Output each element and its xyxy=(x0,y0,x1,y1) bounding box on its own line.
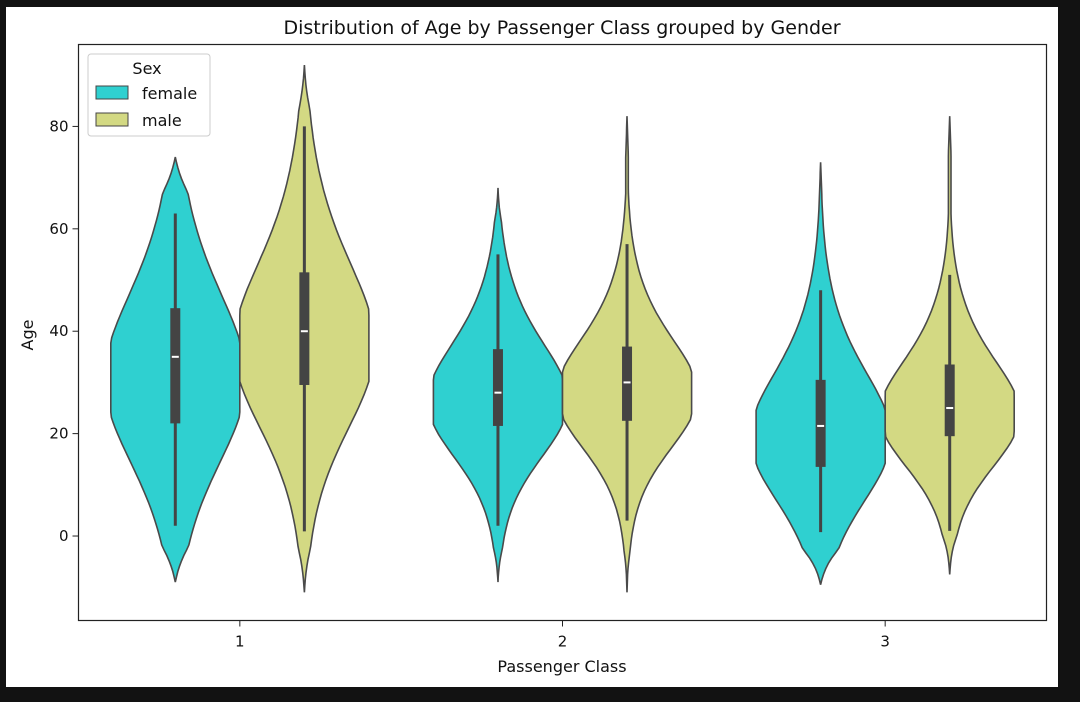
iqr-box-male-class-3 xyxy=(944,364,955,437)
chart-title: Distribution of Age by Passenger Class g… xyxy=(283,17,840,39)
chart-figure: 0 20 40 60 80 1 2 3 Distribution of Age by Pas… xyxy=(6,7,1058,687)
x-tick-label: 2 xyxy=(558,633,568,651)
legend: Sex female male xyxy=(87,53,211,137)
y-axis: 0 20 40 60 80 xyxy=(49,117,79,545)
x-axis: 1 2 3 xyxy=(235,620,890,651)
iqr-box-male-class-1 xyxy=(299,272,310,385)
legend-swatch-male xyxy=(95,112,129,127)
iqr-box-female-class-2 xyxy=(492,349,503,426)
x-axis-label: Passenger Class xyxy=(497,657,626,676)
legend-label-female: female xyxy=(142,84,197,103)
legend-swatch-female xyxy=(95,85,129,100)
iqr-box-female-class-3 xyxy=(815,379,826,467)
x-tick-label: 3 xyxy=(880,633,890,651)
y-tick-label: 20 xyxy=(49,425,68,443)
legend-title: Sex xyxy=(132,59,161,78)
iqr-box-male-class-2 xyxy=(622,346,633,421)
violins-layer xyxy=(110,64,1015,593)
legend-label-male: male xyxy=(142,111,182,130)
y-tick-label: 0 xyxy=(59,527,69,545)
y-tick-label: 80 xyxy=(49,117,68,135)
iqr-box-female-class-1 xyxy=(170,308,181,424)
y-tick-label: 60 xyxy=(49,220,68,238)
violin-chart: 0 20 40 60 80 1 2 3 Distribution of Age by Pas… xyxy=(18,17,1048,676)
y-tick-label: 40 xyxy=(49,322,68,340)
x-tick-label: 1 xyxy=(235,633,245,651)
y-axis-label: Age xyxy=(18,320,37,351)
